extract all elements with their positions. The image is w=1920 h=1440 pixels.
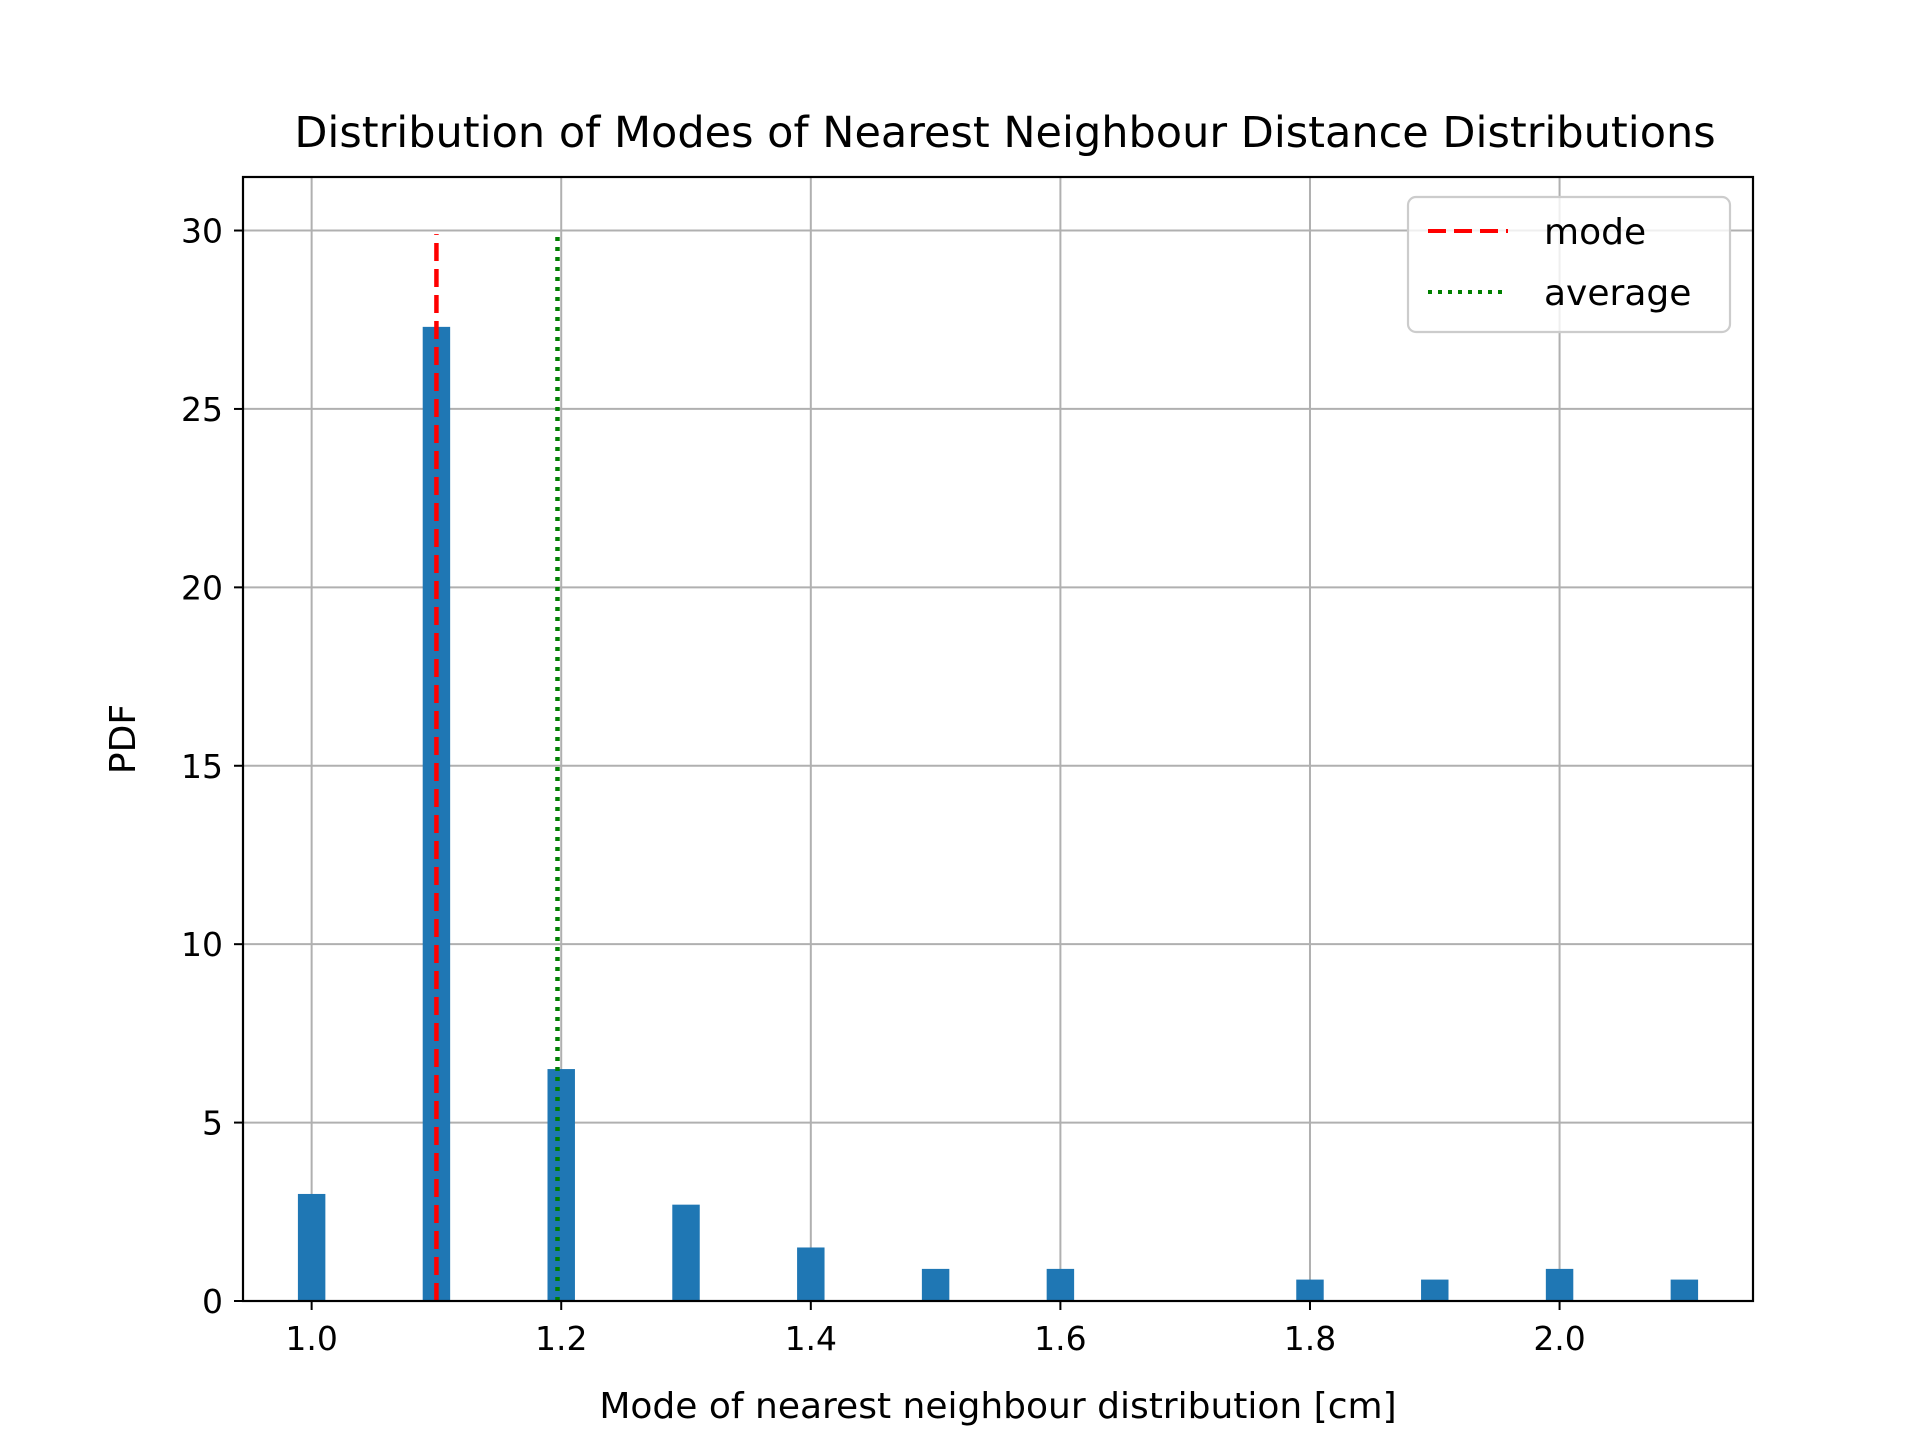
legend-mode-label: mode [1544,212,1646,253]
reference-lines [434,234,560,1301]
x-tick-label: 1.8 [1284,1319,1336,1358]
x-tick-label: 1.2 [535,1319,587,1358]
histogram-bar [1545,1268,1574,1301]
chart-title: Distribution of Modes of Nearest Neighbo… [294,108,1715,158]
histogram-bar [1421,1279,1449,1301]
histogram-bar [921,1268,950,1301]
x-tick-label: 1.6 [1034,1319,1086,1358]
x-tick-label: 1.4 [785,1319,837,1358]
y-tick-label: 30 [181,212,223,251]
histogram-bar [297,1193,326,1301]
y-tick-label: 5 [202,1104,223,1143]
y-tick-label: 10 [181,925,223,964]
legend-average-label: average [1544,273,1691,314]
histogram-bar [1046,1268,1075,1301]
y-tick-label: 0 [202,1282,223,1321]
x-tick-label: 1.0 [285,1319,337,1358]
y-axis-label: PDF [103,704,144,774]
axis-ticks: 1.0 1.2 1.4 1.6 1.8 2.0 0 5 10 15 20 25 30 [181,212,1586,1358]
x-axis-label: Mode of nearest neighbour distribution [… [599,1386,1396,1427]
histogram-bar [547,1069,575,1301]
histogram-bar [672,1204,700,1301]
histogram-bar [1296,1279,1324,1301]
y-tick-label: 15 [181,747,223,786]
x-tick-label: 2.0 [1533,1319,1585,1358]
histogram-bar [797,1247,825,1301]
grid-lines [243,177,1753,1302]
y-tick-label: 20 [181,568,223,607]
y-tick-label: 25 [181,390,223,429]
plot-frame [241,175,1755,1303]
histogram-bar [1670,1279,1699,1301]
legend: mode average [1406,195,1732,334]
